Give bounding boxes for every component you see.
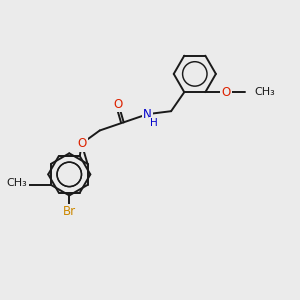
Text: O: O (77, 137, 86, 150)
Text: Br: Br (63, 205, 76, 218)
Text: CH₃: CH₃ (254, 87, 275, 97)
Text: H: H (150, 118, 158, 128)
Text: O: O (221, 86, 230, 99)
Text: O: O (114, 98, 123, 111)
Text: N: N (143, 108, 152, 121)
Text: CH₃: CH₃ (7, 178, 28, 188)
